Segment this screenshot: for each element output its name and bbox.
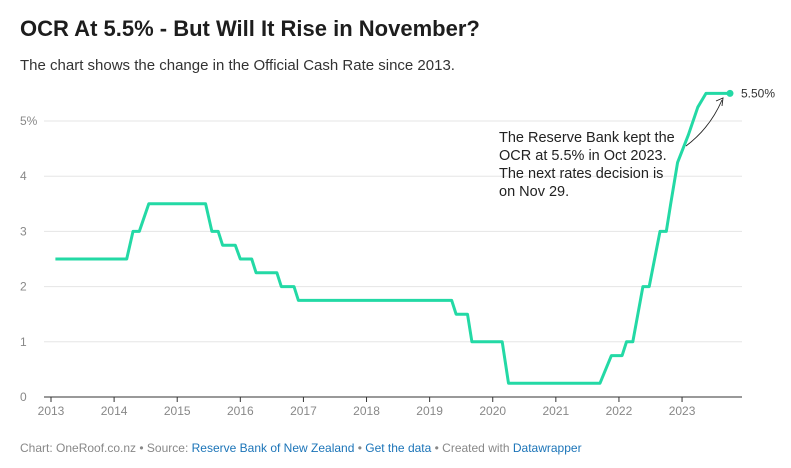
annotation-text: The Reserve Bank kept the OCR at 5.5% in…: [499, 129, 689, 201]
annotation-line: The Reserve Bank kept the: [499, 130, 675, 146]
y-axis-ticks: 0 1 2 3 4 5%: [20, 114, 38, 404]
footer-separator: •: [354, 441, 366, 455]
chart-subtitle: The chart shows the change in the Offici…: [20, 57, 455, 74]
annotation-line: The next rates decision is: [499, 166, 664, 182]
footer-credit: Chart: OneRoof.co.nz • Source:: [20, 441, 192, 455]
annotation-line: on Nov 29.: [499, 184, 570, 200]
get-data-link[interactable]: Get the data: [365, 441, 432, 455]
x-tick-label: 2014: [101, 404, 128, 418]
x-tick-label: 2015: [164, 404, 191, 418]
x-tick-label: 2022: [606, 404, 633, 418]
chart-title: OCR At 5.5% - But Will It Rise in Novemb…: [20, 16, 480, 41]
x-tick-label: 2021: [542, 404, 569, 418]
x-tick-label: 2016: [227, 404, 254, 418]
x-tick-label: 2013: [38, 404, 65, 418]
annotation-arrow: [685, 99, 723, 147]
footer-created-with: • Created with: [431, 441, 513, 455]
annotation-arrowhead: [715, 97, 724, 107]
y-tick-label: 1: [20, 335, 27, 349]
x-tick-label: 2019: [416, 404, 443, 418]
annotation-line: OCR at 5.5% in Oct 2023.: [499, 148, 667, 164]
y-tick-label: 2: [20, 280, 27, 294]
end-point-dot: [726, 89, 734, 97]
x-tick-label: 2018: [353, 404, 380, 418]
y-tick-label: 5%: [20, 114, 38, 128]
chart-footer: Chart: OneRoof.co.nz • Source: Reserve B…: [20, 441, 582, 455]
y-tick-label: 3: [20, 224, 27, 238]
end-point-label: 5.50%: [741, 86, 775, 100]
y-tick-label: 4: [20, 169, 27, 183]
datawrapper-link[interactable]: Datawrapper: [512, 441, 582, 455]
source-link[interactable]: Reserve Bank of New Zealand: [191, 441, 355, 455]
x-tick-label: 2020: [479, 404, 506, 418]
ocr-series-line: [55, 91, 730, 385]
x-tick-label: 2023: [669, 404, 696, 418]
x-tick-label: 2017: [290, 404, 317, 418]
x-axis-ticks: 2013 2014 2015 2016 2017 2018 2019 2020 2021 2022…: [38, 397, 696, 418]
y-tick-label: 0: [20, 390, 27, 404]
